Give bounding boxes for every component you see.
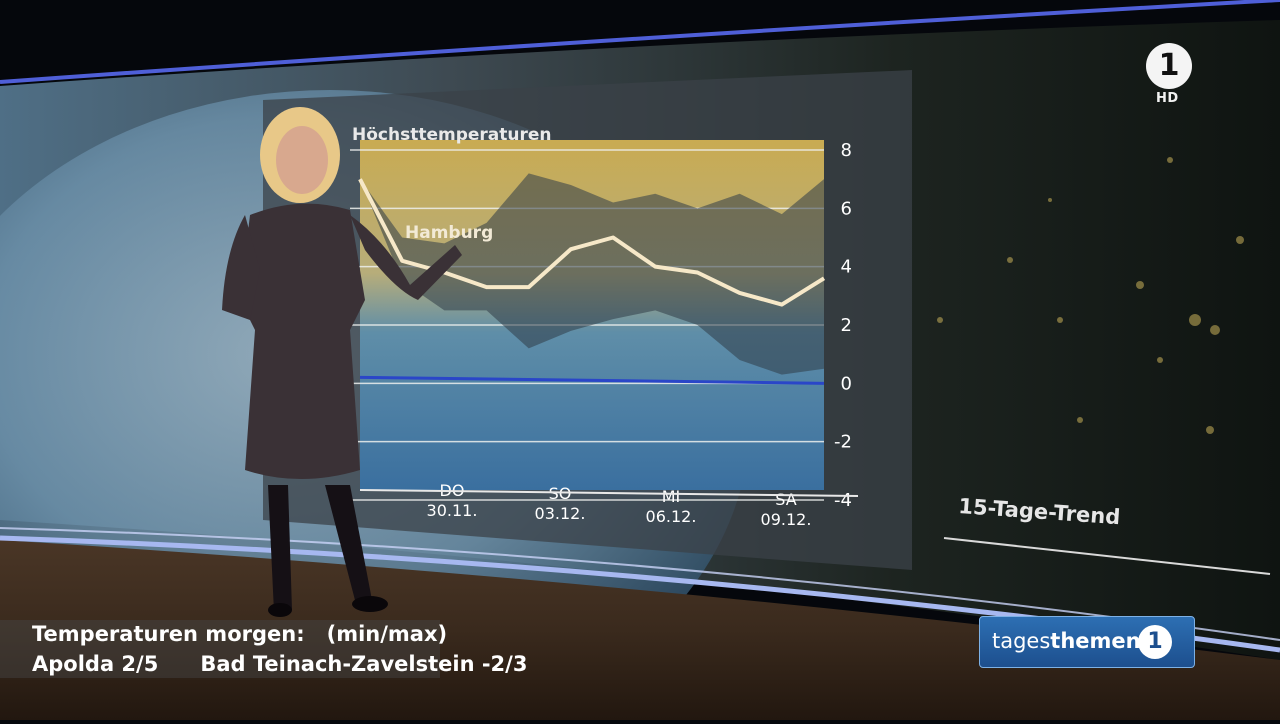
ard-one-icon: 1 (1138, 625, 1172, 659)
freezing-line (359, 375, 825, 385)
x-tick-day: SO (549, 484, 572, 503)
x-tick-date: 30.11. (427, 501, 478, 520)
x-axis-line (359, 489, 859, 497)
chart-title: Höchsttemperaturen (352, 125, 552, 145)
hd-label: HD (1156, 91, 1179, 106)
series-label-hamburg: Hamburg (405, 223, 493, 243)
ard-one-icon: 1 (1146, 43, 1192, 89)
y-tick-label: 8 (841, 140, 852, 161)
x-tick-day: MI (662, 487, 681, 506)
y-tick-label: 4 (841, 257, 852, 278)
x-tick-date: 06.12. (646, 507, 697, 526)
ticker-title: Temperaturen morgen: (32, 622, 305, 646)
y-tick-label: 0 (841, 373, 852, 394)
temperature-range-band (360, 173, 824, 375)
y-tick-label: 2 (841, 315, 852, 336)
ticker-line-2: Apolda 2/5 Bad Teinach-Zavelstein -2/3 (32, 652, 527, 676)
x-tick-date: 03.12. (535, 504, 586, 523)
ticker-line-1: Temperaturen morgen: (min/max) (32, 622, 447, 646)
presenter-figure (222, 107, 462, 617)
y-tick-label: -4 (834, 490, 852, 511)
tagesthemen-logo: tagesthemen 1 (979, 616, 1195, 668)
ard-hd-logo: 1 HD (1146, 43, 1194, 109)
show-name-bold: themen (1050, 629, 1141, 653)
x-tick-date: 09.12. (761, 510, 812, 529)
ticker-background (0, 620, 440, 678)
ticker-city-2: Bad Teinach-Zavelstein -2/3 (200, 652, 528, 676)
y-tick-label: -2 (834, 432, 852, 453)
ticker-city-1: Apolda 2/5 (32, 652, 159, 676)
temperature-ticker: Temperaturen morgen: (min/max) Apolda 2/5… (0, 620, 527, 680)
ticker-unit: (min/max) (326, 622, 448, 646)
show-name: tagesthemen (992, 629, 1141, 653)
show-name-light: tages (992, 629, 1051, 653)
trend-underline (943, 537, 1271, 575)
x-tick-day: SA (775, 490, 796, 509)
y-tick-label: 6 (841, 198, 852, 219)
